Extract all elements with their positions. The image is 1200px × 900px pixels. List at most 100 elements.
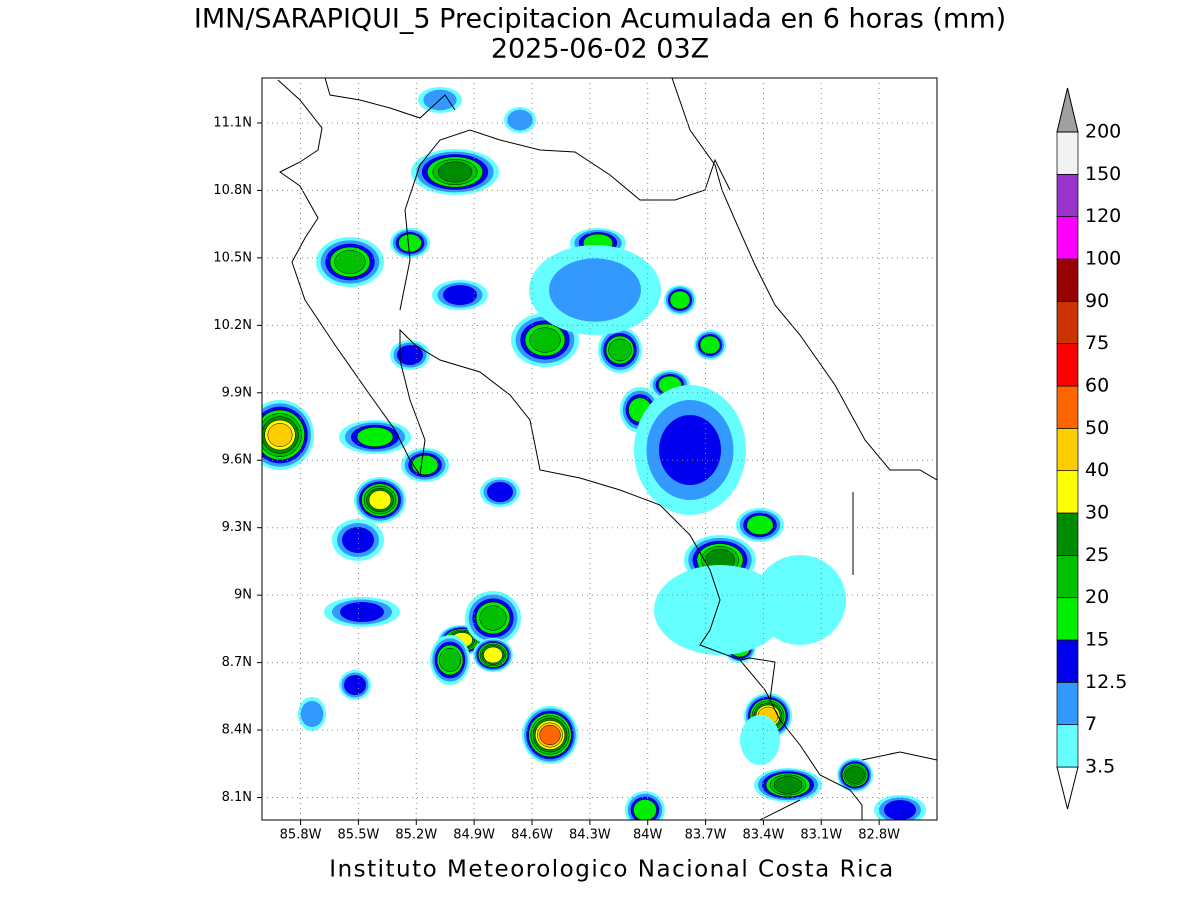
colorbar-label: 50 (1085, 417, 1109, 439)
colorbar-extend-low (1056, 766, 1079, 810)
colorbar-segment (1056, 343, 1079, 387)
colorbar-label: 40 (1085, 459, 1109, 481)
colorbar-label: 200 (1085, 121, 1121, 143)
colorbar-label: 7 (1085, 713, 1097, 735)
precip-contour (267, 423, 293, 447)
x-tick-label: 85.5W (338, 828, 380, 843)
colorbar-segment (1056, 131, 1079, 175)
y-tick-label: 9.6N (222, 453, 252, 468)
x-tick-label: 82.8W (858, 828, 900, 843)
colorbar-label: 30 (1085, 502, 1109, 524)
colorbar-label: 3.5 (1085, 756, 1115, 778)
colorbar-segment (1056, 216, 1079, 260)
precip-contour (439, 648, 461, 672)
x-tick-label: 83.7W (685, 828, 727, 843)
border (399, 129, 731, 311)
x-tick-label: 83.1W (800, 828, 842, 843)
colorbar-label: 150 (1085, 163, 1121, 185)
precip-contour (549, 258, 641, 322)
colorbar-segment (1056, 554, 1079, 599)
precip-contour (773, 776, 803, 794)
precip-contour (659, 415, 721, 485)
precip-contour (479, 605, 507, 631)
precipitation-field (262, 87, 926, 820)
precip-contour (342, 527, 374, 553)
precip-contour (669, 290, 691, 310)
y-tick-label: 9.9N (222, 385, 252, 400)
colorbar-label: 75 (1085, 332, 1109, 354)
precip-contour (344, 675, 366, 695)
precip-contour (483, 646, 503, 664)
precip-contour (507, 109, 533, 131)
colorbar-segment (1056, 300, 1079, 345)
colorbar-segment (1056, 639, 1079, 683)
precip-contour (539, 724, 561, 746)
precip-contour (398, 233, 422, 253)
precip-contour (746, 514, 774, 536)
precip-contour (699, 335, 721, 355)
colorbar-label: 120 (1085, 205, 1121, 227)
precip-contour (529, 327, 561, 353)
colorbar-extend-high (1056, 87, 1079, 133)
caribbean-coast (671, 78, 937, 481)
precip-contour (356, 426, 394, 448)
precip-contour (633, 799, 657, 820)
chart-subtitle: 2025-06-02 03Z (491, 34, 709, 65)
precip-contour (740, 715, 780, 765)
chart-title: IMN/SARAPIQUI_5 Precipitacion Acumulada … (194, 4, 1006, 35)
precip-contour (397, 345, 423, 365)
coastlines (277, 78, 937, 820)
x-tick-label: 83.4W (743, 828, 785, 843)
y-tick-label: 10.8N (213, 183, 252, 198)
x-tick-label: 84.6W (511, 828, 553, 843)
precip-contour (411, 454, 439, 476)
colorbar-label: 20 (1085, 586, 1109, 608)
precip-contour (334, 250, 366, 274)
y-tick-label: 10.5N (213, 250, 252, 265)
precip-contour (884, 800, 916, 820)
x-tick-label: 84.9W (453, 828, 495, 843)
precip-contour (368, 490, 392, 510)
y-tick-label: 8.4N (222, 723, 252, 738)
precip-contour (845, 766, 865, 784)
precip-contour (300, 701, 324, 727)
colorbar-segment (1056, 470, 1079, 514)
precip-contour (487, 482, 513, 502)
colorbar-segment (1056, 681, 1079, 726)
precip-contour (340, 602, 384, 622)
x-tick-label: 84W (633, 828, 663, 843)
colorbar-label: 60 (1085, 375, 1109, 397)
y-tick-label: 8.1N (222, 790, 252, 805)
precip-contour (608, 338, 632, 362)
y-tick-label: 10.2N (213, 318, 252, 333)
colorbar-segment (1056, 512, 1079, 556)
precip-contour (654, 565, 786, 655)
y-tick-label: 11.1N (213, 115, 252, 130)
plot-frame (261, 77, 938, 821)
lake-shore (324, 78, 456, 119)
colorbar-label: 12.5 (1085, 671, 1127, 693)
y-tick-label: 9N (234, 588, 252, 603)
x-tick-label: 85.8W (280, 828, 322, 843)
colorbar-segment (1056, 427, 1079, 472)
colorbar-label: 15 (1085, 629, 1109, 651)
colorbar-segment (1056, 258, 1079, 302)
x-tick-label: 85.2W (395, 828, 437, 843)
y-tick-label: 9.3N (222, 520, 252, 535)
footer: Instituto Meteorologico Nacional Costa R… (329, 857, 894, 883)
precip-contour (437, 161, 473, 183)
coastline (277, 79, 863, 820)
colorbar-segment (1056, 724, 1079, 768)
colorbar: 3.5 7 12.5 15 20 25 30 40 50 60 75 90 100 120 150 200 (1056, 87, 1127, 810)
colorbar-label: 25 (1085, 544, 1109, 566)
border (739, 492, 937, 820)
colorbar-label: 100 (1085, 248, 1121, 270)
colorbar-segment (1056, 385, 1079, 429)
colorbar-segment (1056, 597, 1079, 641)
colorbar-segment (1056, 173, 1079, 218)
precip-contour (754, 555, 846, 645)
colorbar-label: 90 (1085, 290, 1109, 312)
y-tick-label: 8.7N (222, 655, 252, 670)
